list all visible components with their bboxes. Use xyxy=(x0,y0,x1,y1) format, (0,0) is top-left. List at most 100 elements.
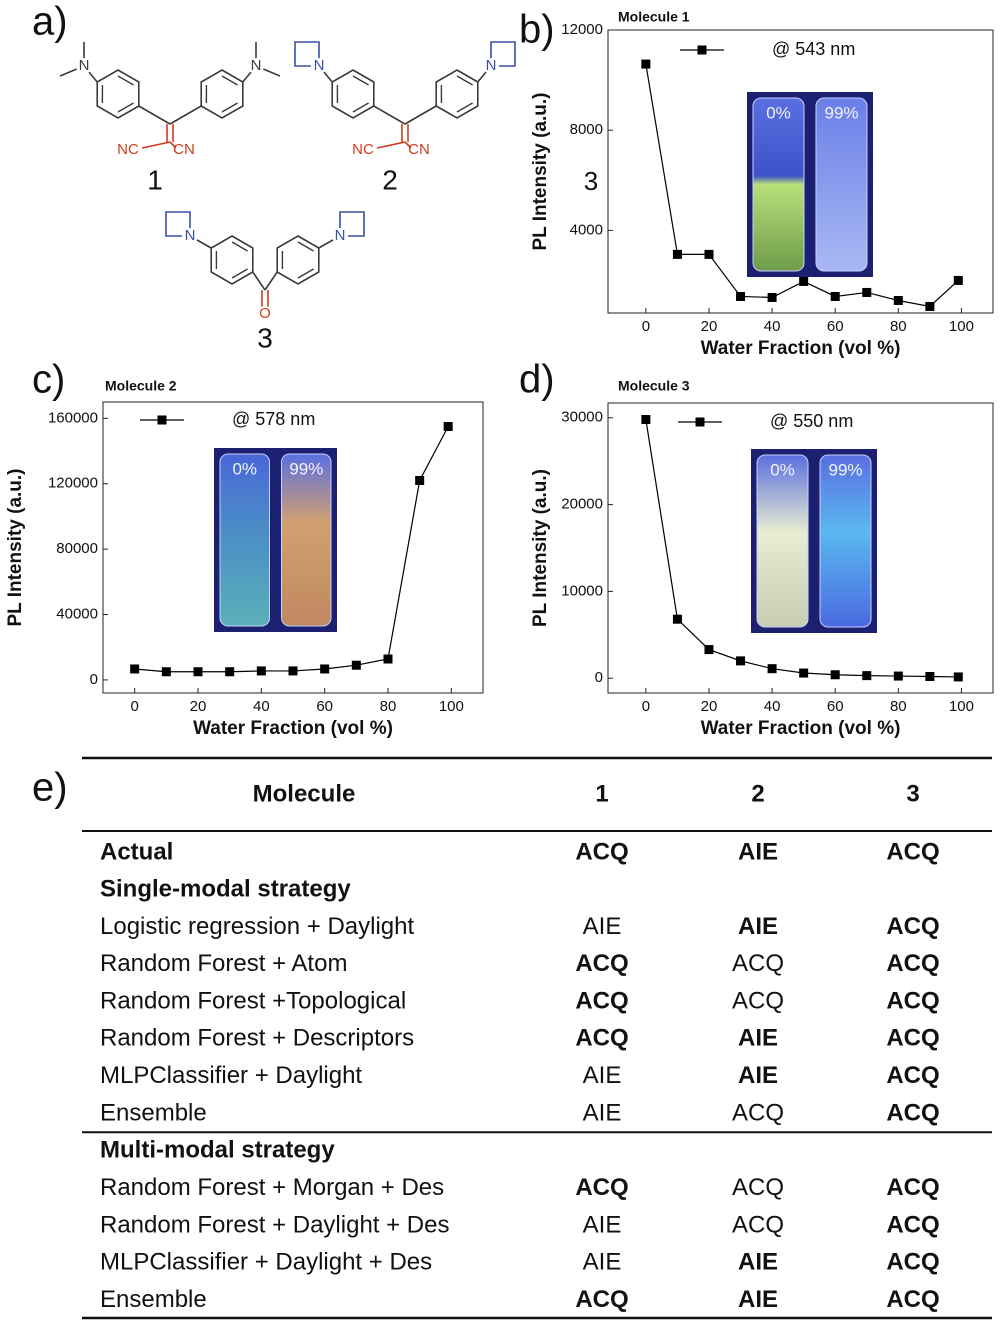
bond xyxy=(169,105,202,125)
x-tick-label: 0 xyxy=(642,698,650,715)
atom-bg xyxy=(76,58,92,74)
y-tick-label: 0 xyxy=(90,671,98,688)
bond xyxy=(221,102,238,113)
inset-label: 0% xyxy=(766,103,791,122)
marker xyxy=(767,664,777,674)
x-tick-label: 80 xyxy=(890,698,907,715)
table-cell: ACQ xyxy=(732,987,784,1014)
table-cell: MLPClassifier + Daylight xyxy=(100,1062,362,1089)
section-title: Multi-modal strategy xyxy=(100,1137,335,1164)
table-cell: ACQ xyxy=(575,1174,628,1201)
table-cell: ACQ xyxy=(575,838,628,865)
atom-bg xyxy=(311,58,327,74)
x-tick-label: 100 xyxy=(439,698,464,715)
legend-marker xyxy=(695,417,705,427)
bond xyxy=(297,268,314,279)
marker xyxy=(953,275,963,285)
x-tick-label: 100 xyxy=(949,318,974,335)
table-cell: ACQ xyxy=(886,1211,939,1238)
bond xyxy=(117,75,134,86)
marker xyxy=(953,672,963,682)
marker xyxy=(672,249,682,259)
marker xyxy=(862,287,872,297)
table-cell: ACQ xyxy=(886,1174,939,1201)
table-cell: ACQ xyxy=(886,950,939,977)
bond xyxy=(169,141,177,149)
inset-label: 99% xyxy=(289,459,323,478)
atom-bg xyxy=(257,306,273,322)
bond xyxy=(252,271,266,291)
x-tick-label: 100 xyxy=(949,698,974,715)
marker xyxy=(672,614,682,624)
legend-label: @ 550 nm xyxy=(770,411,853,431)
marker xyxy=(925,672,935,682)
marker xyxy=(736,656,746,666)
y-tick-label: 12000 xyxy=(561,21,603,38)
marker xyxy=(193,667,203,677)
atom-label: CN xyxy=(173,141,195,158)
x-tick-label: 0 xyxy=(130,698,138,715)
y-tick-label: 8000 xyxy=(570,121,603,138)
marker xyxy=(893,671,903,681)
marker xyxy=(799,668,809,678)
table-cell: ACQ xyxy=(732,950,784,977)
bond xyxy=(141,141,171,149)
bond xyxy=(297,241,314,252)
legend-marker xyxy=(697,45,707,55)
atom-label: N xyxy=(314,57,325,74)
atom-label: N xyxy=(185,227,196,244)
panel-label: e) xyxy=(32,766,68,810)
table-cell: Random Forest +Topological xyxy=(100,987,406,1014)
table-header: 2 xyxy=(751,780,764,807)
atom-bg xyxy=(355,142,371,158)
table-cell: AIE xyxy=(583,1062,622,1089)
marker xyxy=(736,291,746,301)
marker xyxy=(830,670,840,680)
table-cell: MLPClassifier + Daylight + Des xyxy=(100,1249,432,1276)
y-tick-label: 4000 xyxy=(570,221,603,238)
benzene-ring xyxy=(200,69,244,119)
bond xyxy=(352,102,369,113)
marker xyxy=(641,414,651,424)
atom-label: NC xyxy=(352,141,374,158)
atom-label: CN xyxy=(408,141,430,158)
marker xyxy=(256,666,266,676)
table-cell: AIE xyxy=(583,1099,622,1126)
marker xyxy=(862,671,872,681)
table-cell: AIE xyxy=(738,838,778,865)
chart-title: Molecule 1 xyxy=(618,9,690,25)
y-tick-label: 160000 xyxy=(48,409,98,426)
table-cell: ACQ xyxy=(575,1286,628,1313)
x-tick-label: 40 xyxy=(253,698,270,715)
panel-label: a) xyxy=(32,0,68,44)
table-cell: ACQ xyxy=(886,1249,939,1276)
azetidine-ring xyxy=(294,41,320,67)
x-tick-label: 20 xyxy=(701,698,718,715)
vial xyxy=(815,97,868,272)
table-cell: Ensemble xyxy=(100,1286,207,1313)
panel-label: b) xyxy=(519,8,555,52)
vial xyxy=(756,454,809,628)
table-cell: AIE xyxy=(583,1249,622,1276)
marker xyxy=(799,276,809,286)
y-tick-label: 30000 xyxy=(561,409,603,426)
table-cell: ACQ xyxy=(886,987,939,1014)
x-tick-label: 40 xyxy=(764,698,781,715)
x-axis-label: Water Fraction (vol %) xyxy=(701,338,901,359)
table-cell: Random Forest + Atom xyxy=(100,950,347,977)
x-tick-label: 20 xyxy=(190,698,207,715)
marker xyxy=(415,475,425,485)
atom-bg xyxy=(176,142,192,158)
atom-bg xyxy=(332,228,348,244)
y-tick-label: 120000 xyxy=(48,475,98,492)
marker xyxy=(830,291,840,301)
bond xyxy=(231,268,248,279)
marker xyxy=(351,660,361,670)
y-axis-label: PL Intensity (a.u.) xyxy=(530,92,551,250)
vial xyxy=(819,454,872,628)
table-cell: AIE xyxy=(583,913,622,940)
table-cell: ACQ xyxy=(732,1099,784,1126)
table-cell: ACQ xyxy=(886,1099,939,1126)
table-cell: ACQ xyxy=(575,1025,628,1052)
legend-marker xyxy=(157,415,167,425)
